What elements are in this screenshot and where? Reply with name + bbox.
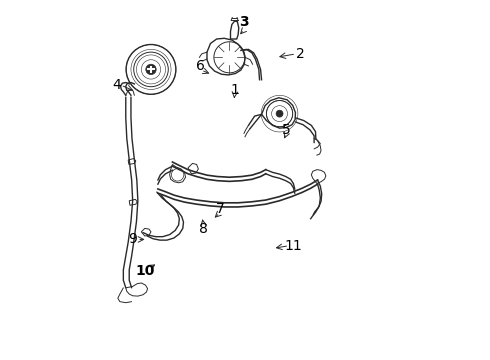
Text: 4: 4 [112,78,121,92]
Text: 1: 1 [230,83,239,97]
Circle shape [146,64,156,75]
Text: 2: 2 [296,47,305,61]
Text: 7: 7 [216,202,224,216]
Text: 9: 9 [128,233,137,247]
Text: 11: 11 [285,239,302,253]
Text: 5: 5 [282,123,291,137]
Text: 10: 10 [135,264,154,278]
Circle shape [276,110,283,117]
Text: 3: 3 [240,15,249,29]
Text: 8: 8 [199,222,208,236]
Text: 6: 6 [196,59,204,73]
